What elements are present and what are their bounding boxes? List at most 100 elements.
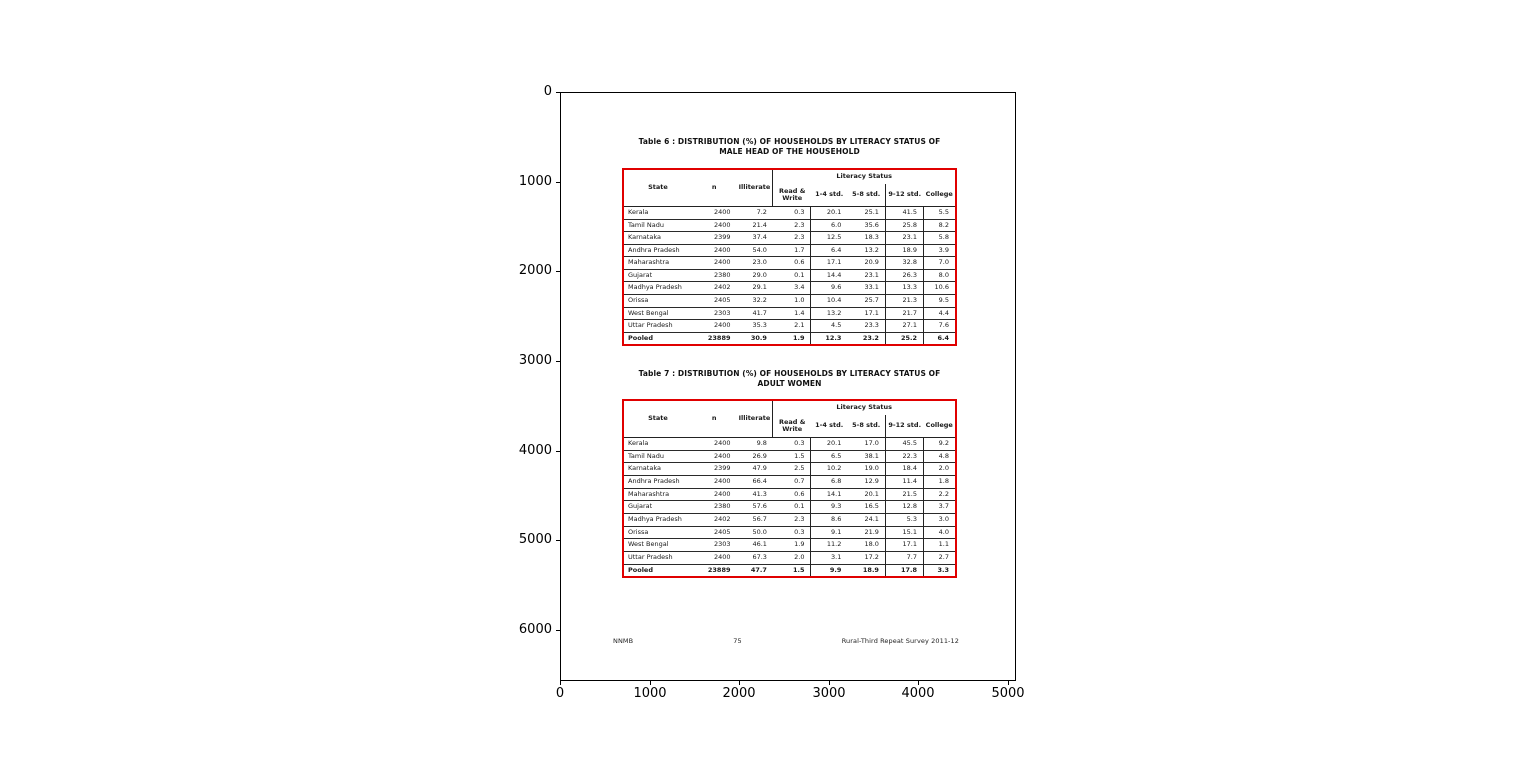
value-cell: 1.9	[772, 538, 812, 552]
value-cell: 29.0	[752, 270, 767, 279]
column-header: 9-12 std.	[885, 415, 924, 438]
value-cell: 17.8	[885, 564, 925, 576]
y-axis-tick-label: 1000	[518, 174, 552, 189]
value-cell: 0.7	[772, 475, 812, 489]
value-cell: 9.9	[829, 565, 842, 574]
value-cell: 18.3	[847, 231, 886, 245]
literacy-status-group-header: Literacy Status	[836, 172, 893, 181]
value-cell: 10.6	[934, 283, 949, 292]
table-row: Tamil Nadu 2400 26.9 1.5 6.5 38.1 22.3 4.8	[624, 450, 955, 463]
y-axis-tick	[556, 182, 560, 183]
table-row: Tamil Nadu 2400 21.4 2.3 6.0 35.6 25.8 8.2	[624, 219, 955, 232]
value-cell: 35.6	[847, 219, 886, 232]
value-cell: 2400	[713, 451, 731, 460]
value-cell: 8.6	[831, 515, 842, 524]
value-cell: 41.5	[885, 206, 925, 220]
value-cell: 2.0	[938, 464, 949, 473]
column-header: State	[624, 170, 692, 207]
literacy-status-group-header: Literacy Status	[836, 403, 893, 412]
value-cell: 25.8	[885, 219, 925, 232]
value-cell: 20.1	[826, 208, 842, 217]
value-cell: 5.3	[885, 513, 925, 527]
value-cell: 2.5	[772, 462, 812, 476]
value-cell: 12.3	[825, 333, 842, 342]
x-axis-tick-label: 3000	[812, 686, 846, 701]
value-cell: 3.0	[938, 515, 949, 524]
table7-literacy-adult-women: State n Illiterate Literacy Status Read & Wr…	[624, 401, 955, 576]
state-cell: Maharashtra	[628, 258, 670, 267]
value-cell: 2400	[713, 439, 731, 448]
value-cell: 2400	[713, 477, 731, 486]
table-row: Madhya Pradesh 2402 56.7 2.3 8.6 24.1 5.3 3.0	[624, 513, 955, 527]
table-row: West Bengal 2303 41.7 1.4 13.2 17.1 21.7 4.4	[624, 307, 955, 320]
value-cell: 23.0	[752, 258, 767, 267]
value-cell: 2380	[713, 502, 731, 511]
table7-title-line1: Table 7 : DISTRIBUTION (%) OF HOUSEHOLDS…	[638, 369, 941, 378]
value-cell: 0.6	[772, 256, 812, 270]
state-cell: Kerala	[628, 208, 649, 217]
column-header: 1-4 std.	[810, 415, 848, 438]
table-row: Kerala 2400 9.8 0.3 20.1 17.0 45.5 9.2	[624, 437, 955, 451]
value-cell: 2402	[713, 515, 731, 524]
value-cell: 7.2	[756, 208, 767, 217]
value-cell: 0.6	[772, 488, 812, 501]
y-axis-tick	[556, 271, 560, 272]
value-cell: 6.4	[831, 245, 842, 254]
x-axis-tick-label: 4000	[901, 686, 935, 701]
value-cell: 0.3	[772, 437, 812, 451]
value-cell: 2400	[713, 220, 731, 229]
value-cell: 24.1	[847, 513, 886, 527]
value-cell: 0.3	[772, 206, 812, 220]
value-cell: 10.2	[826, 464, 842, 473]
value-cell: 9.6	[831, 283, 842, 292]
value-cell: 3.1	[831, 553, 842, 561]
value-cell: 8.2	[938, 220, 949, 229]
state-cell: Gujarat	[628, 502, 653, 511]
value-cell: 46.1	[752, 540, 767, 549]
value-cell: 3.4	[772, 281, 812, 295]
value-cell: 6.5	[831, 451, 842, 460]
table-row: Andhra Pradesh 2400 54.0 1.7 6.4 13.2 18.9 3.9	[624, 244, 955, 257]
y-axis-tick-label: 2000	[518, 263, 552, 278]
pooled-row: Pooled 23889 47.7 1.5 9.9 18.9 17.8 3.3	[624, 564, 955, 576]
value-cell: 11.4	[885, 475, 925, 489]
table6-title-line2: MALE HEAD OF THE HOUSEHOLD	[719, 147, 860, 157]
x-axis-tick-label: 5000	[991, 686, 1025, 701]
value-cell: 41.7	[752, 308, 767, 317]
value-cell: 1.5	[772, 450, 812, 463]
footer-right: Rural-Third Repeat Survey 2011-12	[841, 637, 959, 645]
table-row: Maharashtra 2400 23.0 0.6 17.1 20.9 32.8 7.0	[624, 256, 955, 270]
value-cell: 23889	[707, 565, 731, 574]
value-cell: 29.1	[752, 283, 767, 292]
y-axis-tick-label: 5000	[518, 532, 552, 547]
y-axis-tick-label: 0	[543, 84, 552, 99]
state-cell: Gujarat	[628, 270, 653, 279]
value-cell: 4.0	[938, 527, 949, 536]
value-cell: 9.1	[831, 527, 842, 536]
x-axis-tick	[918, 681, 919, 685]
value-cell: 2400	[713, 245, 731, 254]
state-cell: Karnataka	[628, 233, 661, 242]
value-cell: 26.9	[752, 451, 767, 460]
value-cell: 6.4	[937, 333, 949, 342]
column-header: 5-8 std.	[847, 184, 886, 207]
value-cell: 33.1	[847, 281, 886, 295]
value-cell: 2380	[713, 270, 731, 279]
value-cell: 2.3	[772, 219, 812, 232]
value-cell: 0.1	[772, 269, 812, 282]
state-cell: West Bengal	[628, 540, 669, 549]
state-cell: Karnataka	[628, 464, 661, 473]
column-header: Read & Write	[772, 184, 811, 207]
value-cell: 9.8	[756, 439, 767, 448]
state-cell: Pooled	[628, 333, 653, 342]
column-header: n	[691, 401, 737, 438]
table-row: Gujarat 2380 57.6 0.1 9.3 16.5 12.8 3.7	[624, 500, 955, 514]
value-cell: 47.7	[750, 565, 767, 574]
column-header: State	[624, 401, 692, 438]
value-cell: 2.2	[938, 489, 949, 498]
value-cell: 1.5	[772, 564, 812, 576]
value-cell: 19.0	[847, 462, 886, 476]
value-cell: 21.3	[885, 294, 925, 307]
table-row: Uttar Pradesh 2400 67.3 2.0 3.1 17.2 7.7 2.7	[624, 551, 955, 565]
value-cell: 3.7	[938, 502, 949, 511]
